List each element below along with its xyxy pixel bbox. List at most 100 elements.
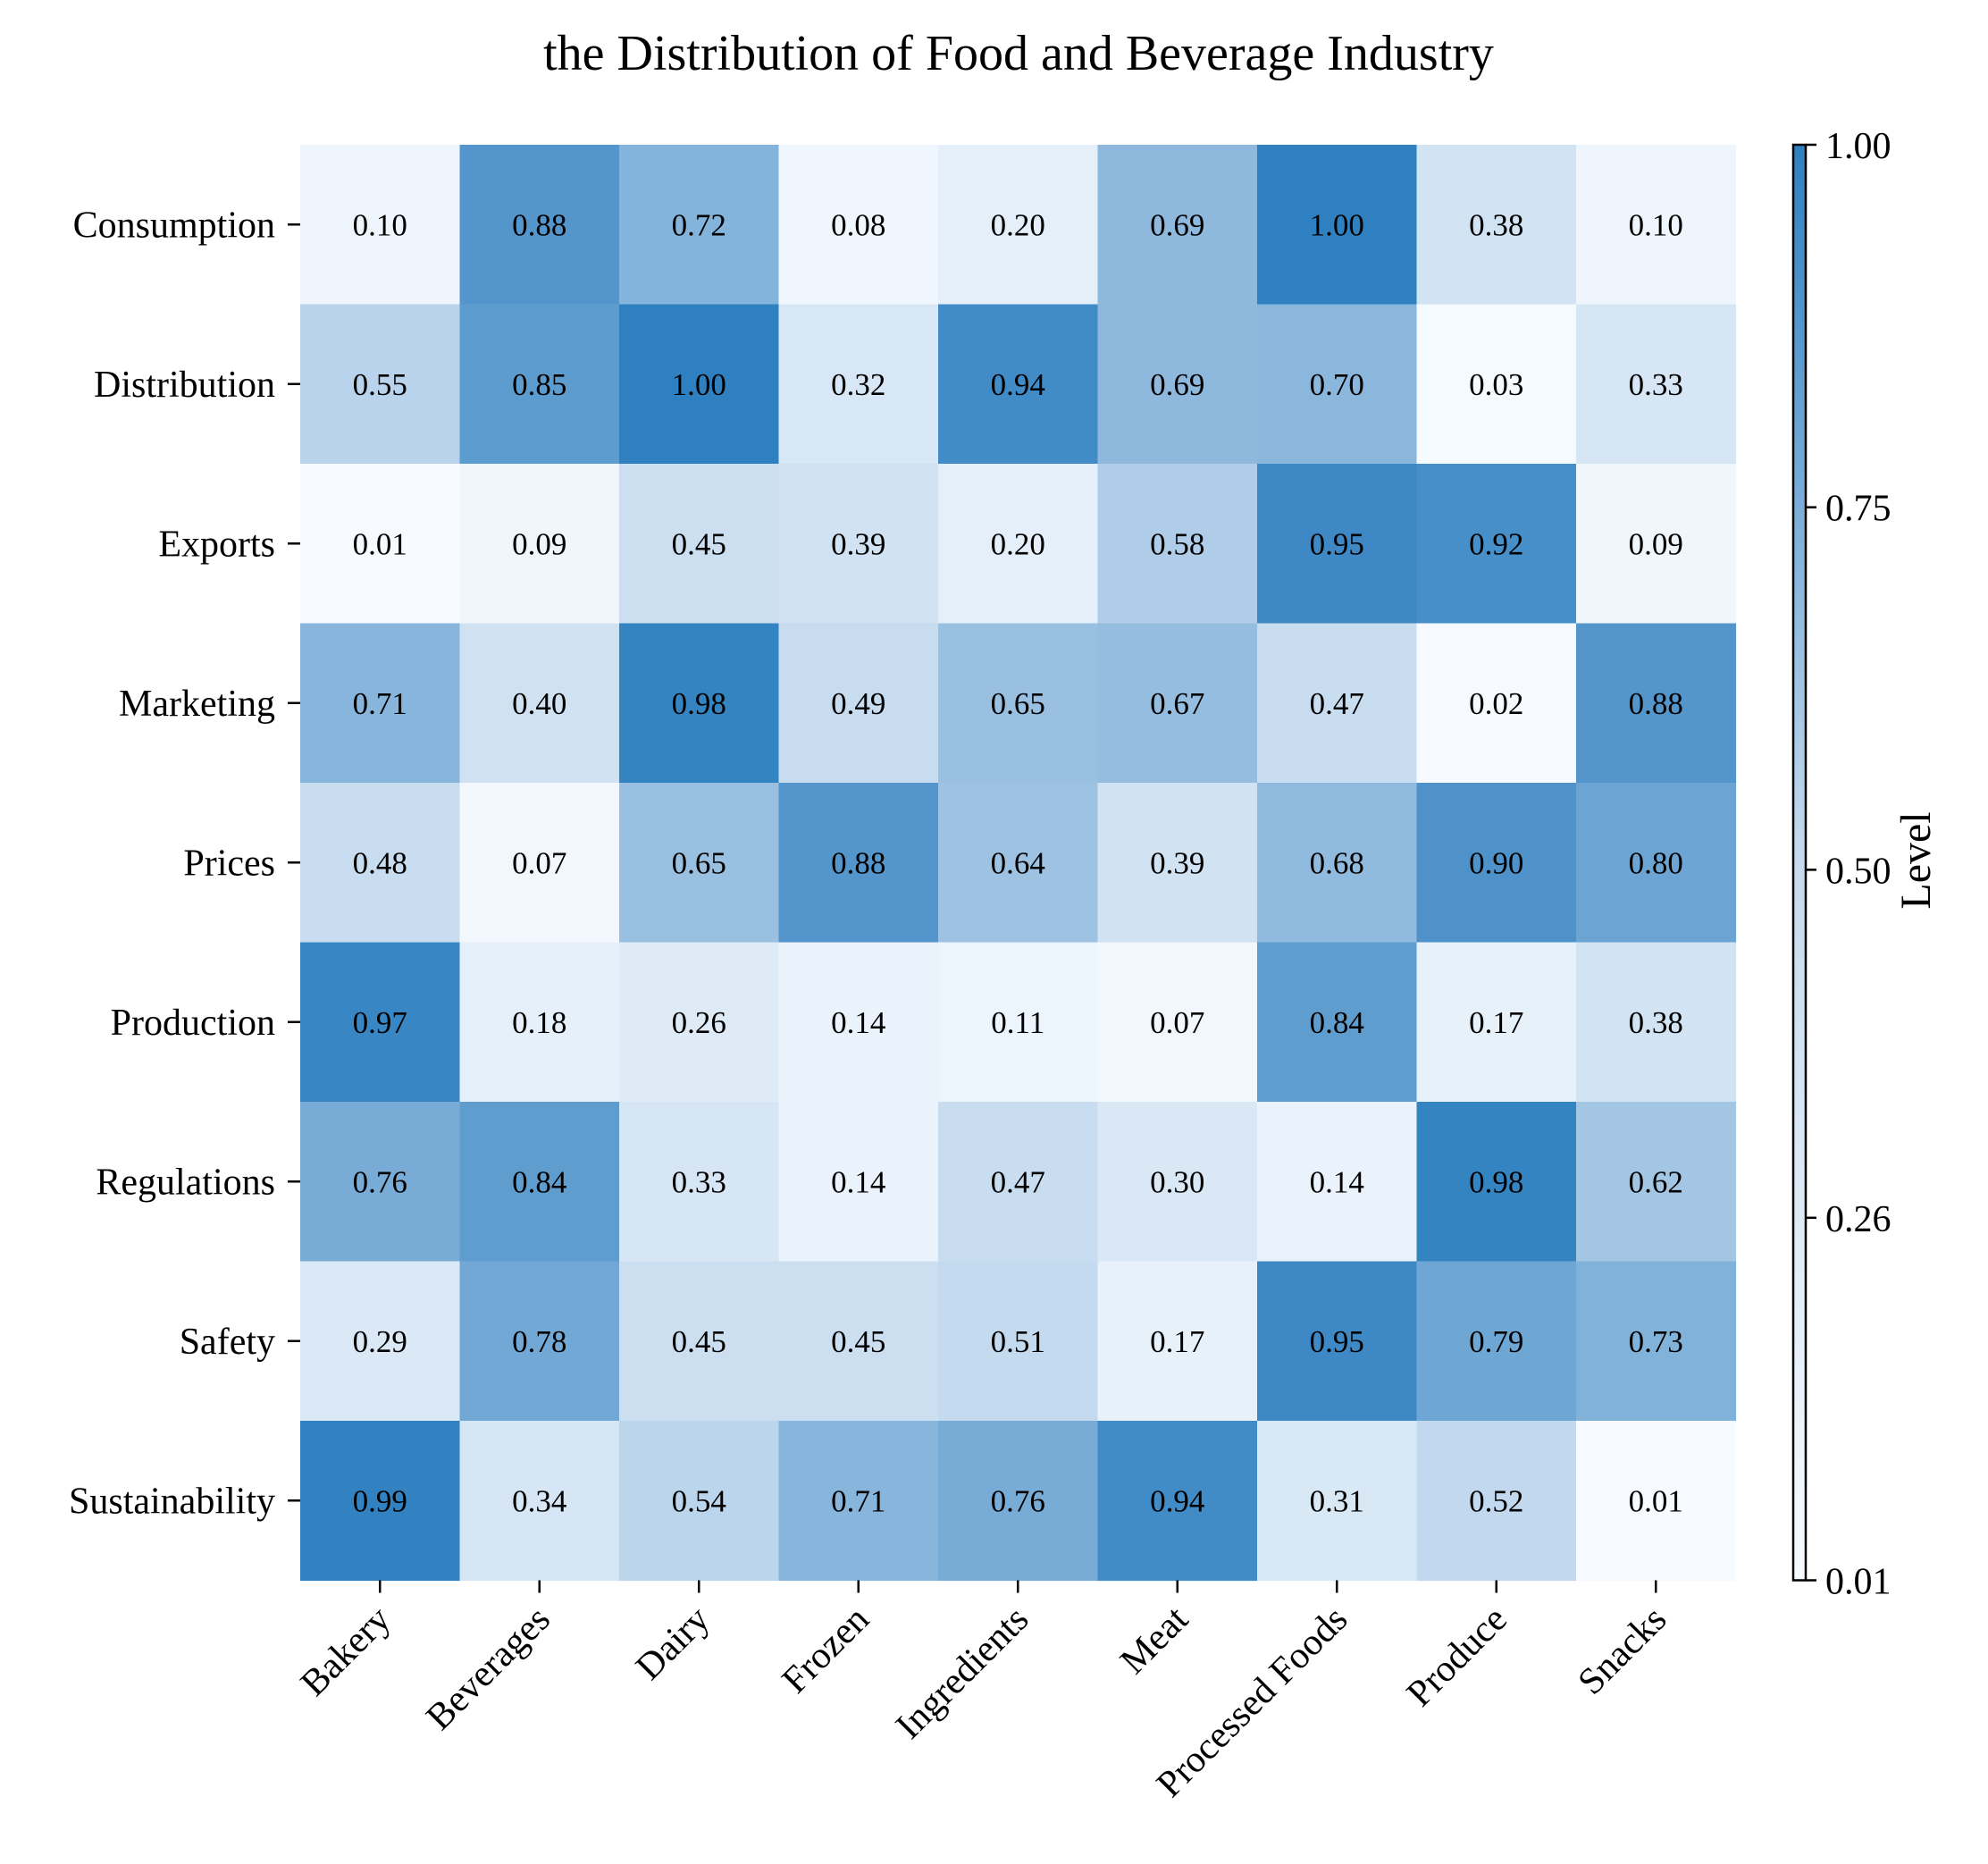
colorbar-tick-label: 0.50 bbox=[1825, 851, 1892, 892]
cell-value-label: 0.80 bbox=[1629, 845, 1683, 880]
heatmap-cell bbox=[300, 1261, 461, 1422]
heatmap-cell bbox=[1097, 783, 1258, 944]
cell-value-label: 0.76 bbox=[991, 1483, 1045, 1518]
heatmap-cell bbox=[1576, 145, 1737, 306]
x-tick-label: Bakery bbox=[293, 1599, 398, 1704]
heatmap-cell bbox=[1257, 942, 1418, 1103]
cell-value-label: 0.38 bbox=[1629, 1005, 1683, 1040]
cell-value-label: 0.71 bbox=[353, 686, 407, 721]
cell-value-label: 0.34 bbox=[512, 1483, 566, 1518]
heatmap-cell bbox=[1416, 464, 1577, 625]
cell-value-label: 0.14 bbox=[831, 1164, 885, 1199]
heatmap-cell bbox=[619, 1421, 780, 1582]
y-tick-label: Regulations bbox=[96, 1162, 275, 1203]
cell-value-label: 0.94 bbox=[1150, 1483, 1204, 1518]
cell-value-label: 0.10 bbox=[1629, 207, 1683, 242]
cell-value-label: 0.09 bbox=[1629, 526, 1683, 561]
y-tick-label: Consumption bbox=[73, 205, 275, 246]
cell-value-label: 0.26 bbox=[672, 1005, 726, 1040]
cell-value-label: 0.48 bbox=[353, 845, 407, 880]
heatmap-cell bbox=[459, 1102, 620, 1263]
heatmap-cell bbox=[300, 1421, 461, 1582]
cell-value-label: 0.68 bbox=[1310, 845, 1364, 880]
heatmap-cell bbox=[1257, 1102, 1418, 1263]
cell-value-label: 0.88 bbox=[512, 207, 566, 242]
heatmap-cell bbox=[1416, 942, 1577, 1103]
cell-value-label: 0.47 bbox=[991, 1164, 1045, 1199]
heatmap-cell bbox=[619, 942, 780, 1103]
cell-value-label: 0.88 bbox=[1629, 686, 1683, 721]
cell-value-label: 0.54 bbox=[672, 1483, 726, 1518]
chart-title: the Distribution of Food and Beverage In… bbox=[543, 26, 1494, 81]
heatmap-cell bbox=[938, 1421, 1099, 1582]
heatmap-cell bbox=[619, 783, 780, 944]
heatmap-cell bbox=[300, 464, 461, 625]
cell-value-label: 0.09 bbox=[512, 526, 566, 561]
y-tick-label: Production bbox=[111, 1003, 275, 1044]
cell-value-label: 0.14 bbox=[831, 1005, 885, 1040]
x-tick-label: Beverages bbox=[419, 1599, 558, 1738]
heatmap-cell bbox=[459, 304, 620, 465]
cell-value-label: 0.78 bbox=[512, 1324, 566, 1359]
heatmap-cell bbox=[938, 1261, 1099, 1422]
colorbar-label: Level bbox=[1892, 811, 1940, 909]
colorbar-tick-label: 1.00 bbox=[1825, 126, 1892, 167]
cell-value-label: 1.00 bbox=[672, 367, 726, 402]
cell-value-label: 0.01 bbox=[353, 526, 407, 561]
cell-value-label: 0.98 bbox=[672, 686, 726, 721]
heatmap-cell bbox=[300, 783, 461, 944]
heatmap-cell bbox=[459, 1421, 620, 1582]
cell-value-label: 0.33 bbox=[1629, 367, 1683, 402]
cell-value-label: 0.97 bbox=[353, 1005, 407, 1040]
y-tick-label: Marketing bbox=[119, 684, 275, 725]
heatmap-cell bbox=[1257, 1421, 1418, 1582]
heatmap-cell bbox=[1257, 464, 1418, 625]
cell-value-label: 0.03 bbox=[1469, 367, 1523, 402]
cell-value-label: 0.98 bbox=[1469, 1164, 1523, 1199]
cell-value-label: 0.62 bbox=[1629, 1164, 1683, 1199]
cell-value-label: 0.11 bbox=[991, 1005, 1044, 1040]
heatmap-cell bbox=[1576, 464, 1737, 625]
heatmap-cell bbox=[459, 145, 620, 306]
heatmap-cell bbox=[1257, 783, 1418, 944]
cell-value-label: 0.72 bbox=[672, 207, 726, 242]
cell-value-label: 0.65 bbox=[991, 686, 1045, 721]
heatmap-cell bbox=[1576, 1421, 1737, 1582]
heatmap-cell bbox=[778, 1421, 939, 1582]
cell-value-label: 0.39 bbox=[1150, 845, 1204, 880]
heatmap-cell bbox=[619, 623, 780, 784]
y-tick-label: Sustainability bbox=[69, 1481, 275, 1522]
cell-value-label: 0.20 bbox=[991, 207, 1045, 242]
cell-value-label: 0.30 bbox=[1150, 1164, 1204, 1199]
cell-value-label: 0.79 bbox=[1469, 1324, 1523, 1359]
heatmap-cell bbox=[1097, 942, 1258, 1103]
cell-value-label: 0.55 bbox=[353, 367, 407, 402]
cell-value-label: 0.39 bbox=[831, 526, 885, 561]
cell-value-label: 0.38 bbox=[1469, 207, 1523, 242]
colorbar-tick-label: 0.26 bbox=[1825, 1199, 1892, 1240]
cell-value-label: 0.99 bbox=[353, 1483, 407, 1518]
heatmap-cell bbox=[619, 464, 780, 625]
cell-value-label: 0.02 bbox=[1469, 686, 1523, 721]
heatmap-cell bbox=[1097, 623, 1258, 784]
heatmap-cell bbox=[1576, 942, 1737, 1103]
cell-value-label: 0.64 bbox=[991, 845, 1045, 880]
heatmap-cell bbox=[300, 304, 461, 465]
cell-value-label: 0.94 bbox=[991, 367, 1045, 402]
cell-value-label: 0.52 bbox=[1469, 1483, 1523, 1518]
heatmap-cell bbox=[1576, 304, 1737, 465]
cell-value-label: 0.31 bbox=[1310, 1483, 1364, 1518]
y-axis: Consumption Distribution Exports Marketing P… bbox=[69, 205, 300, 1522]
cell-value-label: 0.14 bbox=[1310, 1164, 1364, 1199]
cell-value-label: 0.29 bbox=[353, 1324, 407, 1359]
cell-value-label: 0.45 bbox=[831, 1324, 885, 1359]
heatmap-cell bbox=[778, 783, 939, 944]
heatmap-cell bbox=[1097, 304, 1258, 465]
cell-value-label: 0.32 bbox=[831, 367, 885, 402]
heatmap-cell bbox=[619, 1261, 780, 1422]
cell-value-labels: 0.10 0.88 0.72 0.08 0.20 0.69 1.00 0.38 0.10 0.55… bbox=[353, 207, 1683, 1518]
heatmap-cell bbox=[1257, 1261, 1418, 1422]
heatmap-cell bbox=[1416, 145, 1577, 306]
x-tick-label: Frozen bbox=[775, 1599, 877, 1701]
